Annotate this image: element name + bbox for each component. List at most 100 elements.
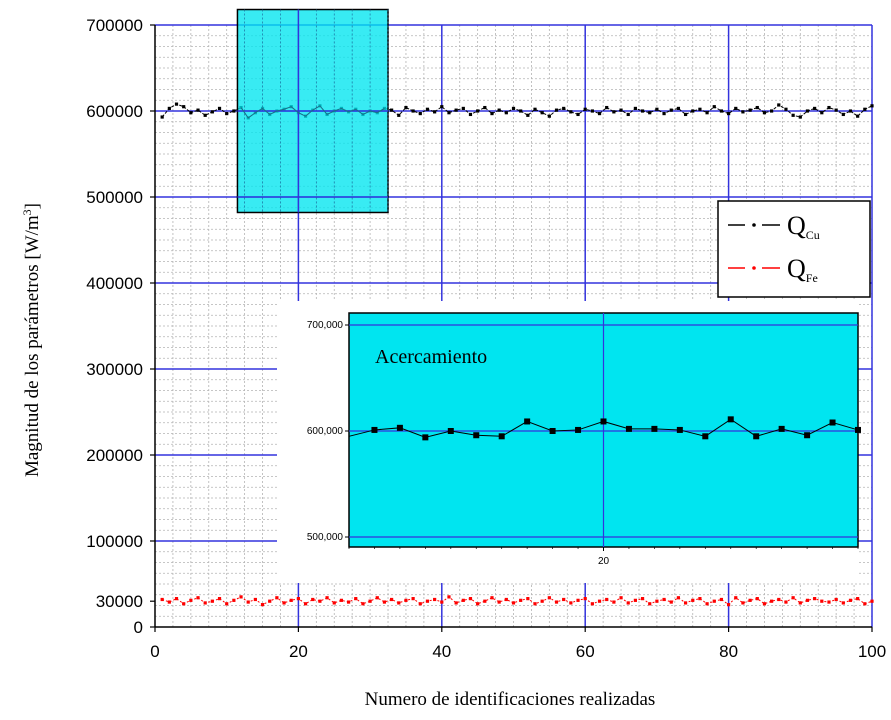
qcu-data-point: [562, 106, 566, 111]
qfe-data-point: [468, 597, 473, 601]
qfe-data-point: [189, 598, 193, 602]
qfe-data-point: [590, 602, 594, 606]
inset-data-point: [422, 434, 429, 441]
qfe-data-point: [447, 595, 451, 599]
qfe-data-point: [547, 596, 551, 600]
qfe-data-point: [167, 600, 171, 604]
qfe-data-point: [870, 599, 874, 603]
qcu-data-point: [612, 110, 616, 114]
qcu-data-point: [856, 114, 860, 118]
qfe-data-point: [633, 598, 637, 602]
qfe-data-point: [605, 597, 609, 602]
qfe-data-point: [268, 599, 272, 603]
qfe-data-point: [576, 598, 580, 602]
inset-data-point: [473, 432, 480, 439]
qfe-data-point: [719, 597, 724, 602]
main-y-tick-labels: 0 30000 100000 200000 300000 400000 500000 6000…: [86, 16, 155, 637]
qfe-data-point: [425, 599, 430, 603]
qfe-data-point: [562, 597, 566, 602]
qfe-data-point: [397, 601, 401, 605]
qfe-data-point: [777, 597, 781, 602]
qcu-data-point: [827, 105, 831, 110]
qcu-data-point: [583, 107, 587, 111]
qfe-data-point: [734, 596, 738, 600]
qfe-data-point: [791, 596, 795, 600]
qfe-data-point: [174, 597, 179, 601]
inset-data-point: [855, 426, 861, 433]
x-tick-label: 80: [719, 642, 738, 661]
y-axis-title-bracket: ]: [22, 203, 43, 209]
legend-label: QCu: [787, 211, 820, 242]
inset-data-point: [778, 425, 785, 432]
qfe-data-point: [203, 601, 207, 605]
qfe-data-point: [225, 602, 229, 606]
inset-data-point: [447, 428, 454, 434]
qfe-data-point: [210, 599, 214, 603]
inset-data-point: [575, 426, 582, 433]
qfe-data-point: [339, 598, 344, 602]
qcu-data-point: [698, 107, 702, 111]
qcu-data-point: [519, 109, 523, 113]
qfe-data-point: [640, 597, 645, 601]
inset-data-point: [524, 418, 531, 425]
qcu-data-point: [870, 104, 874, 108]
qfe-data-point: [253, 597, 257, 602]
legend-label-main: Q: [787, 211, 806, 240]
qfe-data-point: [784, 600, 788, 604]
qcu-data-point: [712, 105, 716, 109]
y-tick-label: 400000: [86, 274, 143, 293]
inset-data-point: [804, 432, 811, 439]
inset-data-point: [371, 426, 378, 433]
qfe-data-point: [511, 601, 516, 605]
inset-data-point: [829, 419, 836, 426]
qcu-data-point: [196, 108, 200, 112]
qcu-data-point: [425, 107, 430, 111]
qfe-data-point: [361, 602, 365, 606]
qcu-data-point: [590, 109, 594, 113]
inset-y-tick-label: 600,000: [307, 426, 344, 437]
qcu-data-point: [504, 111, 508, 115]
qfe-data-point: [755, 597, 759, 601]
legend-dot: [752, 266, 756, 270]
qfe-data-point: [282, 601, 286, 605]
qfe-data-point: [354, 597, 358, 601]
qcu-data-point: [640, 109, 645, 113]
x-tick-label: 0: [150, 642, 159, 661]
qcu-data-point: [547, 114, 551, 118]
qcu-data-point: [454, 108, 458, 112]
qfe-data-point: [483, 599, 487, 603]
qfe-data-point: [318, 599, 322, 603]
qfe-data-point: [461, 598, 465, 602]
legend-dot: [752, 223, 756, 227]
qcu-data-point: [576, 112, 580, 117]
qfe-data-point: [346, 600, 351, 604]
legend-label-sub: Fe: [806, 271, 818, 285]
qfe-data-point: [375, 596, 379, 600]
qcu-data-point: [167, 106, 171, 111]
qfe-data-point: [497, 600, 501, 604]
qfe-data-point: [834, 597, 838, 602]
inset-data-point: [549, 428, 556, 434]
qcu-data-point: [189, 111, 193, 115]
qfe-data-point: [554, 600, 559, 604]
y-tick-label: 700000: [86, 16, 143, 35]
qfe-data-point: [296, 597, 300, 601]
qcu-data-point: [691, 109, 695, 113]
main-series: [160, 102, 874, 607]
qfe-data-point: [490, 596, 494, 600]
legend-label: QFe: [787, 254, 818, 285]
qfe-data-point: [569, 601, 573, 605]
qfe-series-line: [162, 596, 873, 606]
inset-data-point: [396, 424, 403, 431]
qfe-data-point: [440, 600, 444, 604]
qfe-data-point: [827, 600, 831, 604]
qcu-data-point: [540, 111, 544, 115]
y-tick-label: 300000: [86, 360, 143, 379]
qfe-data-point: [476, 602, 480, 606]
qfe-data-point: [770, 599, 774, 603]
qfe-data-point: [332, 601, 336, 605]
qfe-data-point: [727, 603, 731, 607]
qfe-data-point: [676, 596, 681, 600]
